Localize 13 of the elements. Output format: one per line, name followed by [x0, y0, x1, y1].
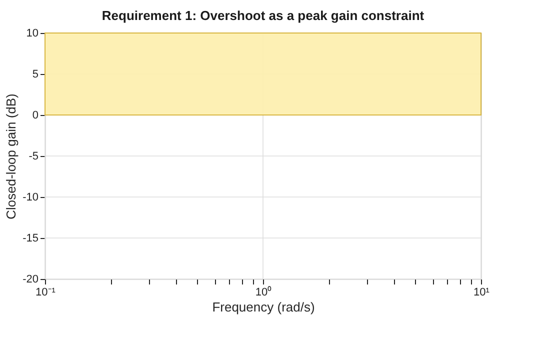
y-tick-label: 5 — [32, 68, 38, 80]
x-tick-label: 10¹ — [474, 286, 490, 298]
y-tick-label: -10 — [22, 192, 38, 204]
y-tick-label: 0 — [32, 110, 38, 122]
y-tick-label: -15 — [22, 232, 38, 244]
y-axis-title: Closed-loop gain (dB) — [4, 94, 19, 220]
x-tick-label: 10⁰ — [255, 286, 272, 298]
y-tick-label: -5 — [28, 150, 38, 162]
y-tick-label: 10 — [26, 28, 38, 40]
chart-title: Requirement 1: Overshoot as a peak gain constraint — [102, 8, 425, 23]
x-tick-label: 10⁻¹ — [36, 286, 56, 298]
x-axis-title: Frequency (rad/s) — [212, 300, 315, 314]
y-tick-label: -20 — [22, 274, 38, 286]
